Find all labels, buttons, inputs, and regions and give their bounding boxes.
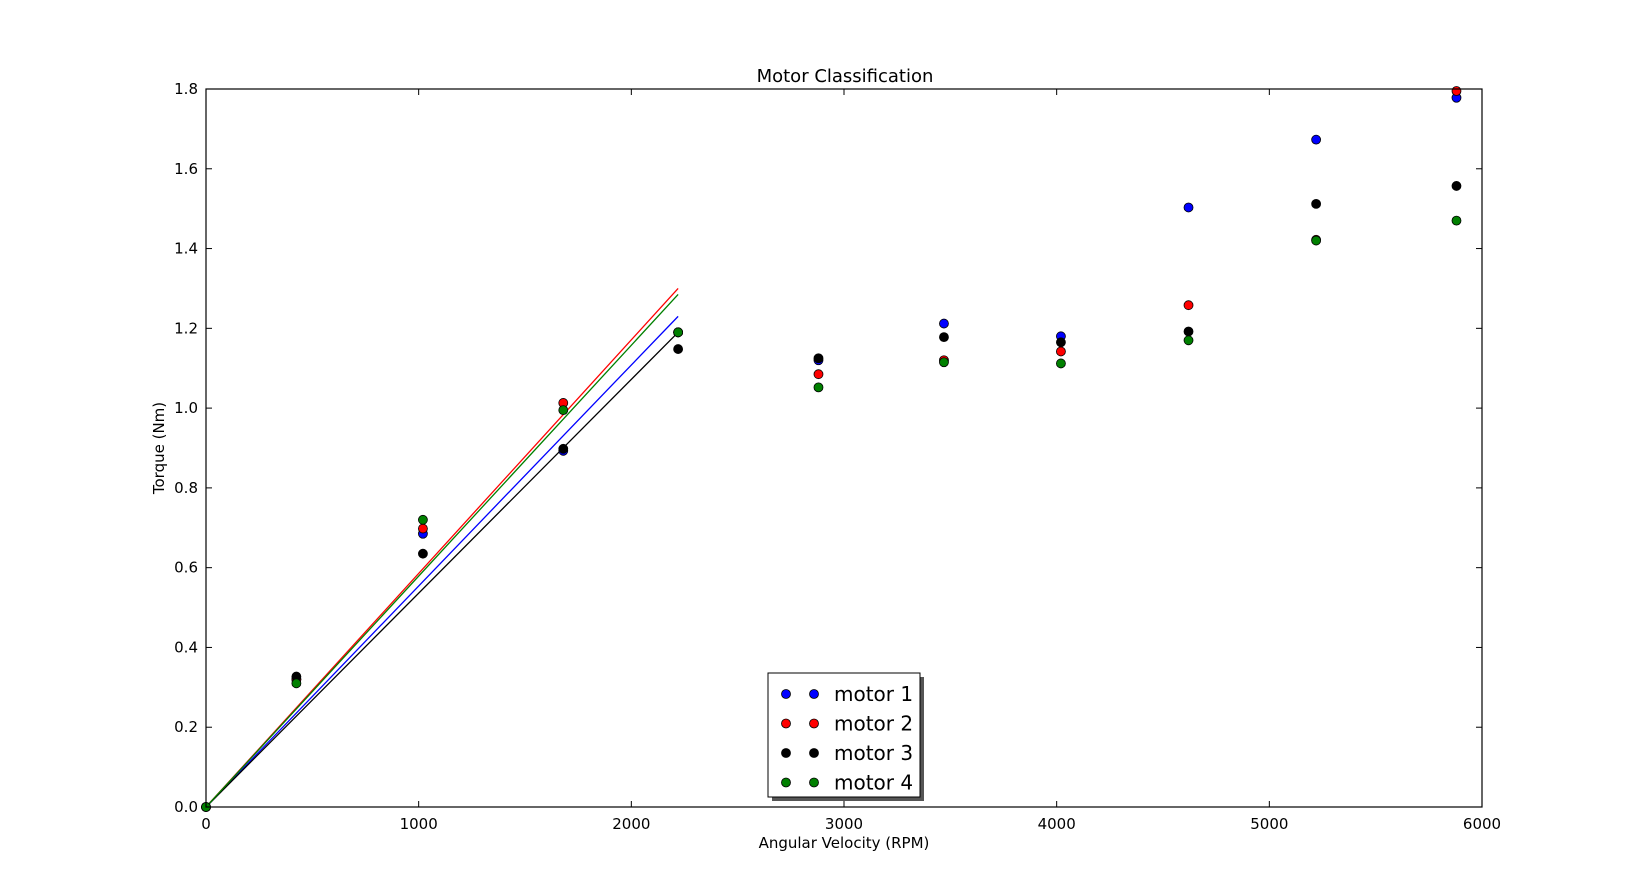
fit-line-motor-3 [205, 331, 679, 808]
legend-marker-motor-4 [781, 777, 791, 788]
data-point-motor-3 [673, 344, 684, 354]
y-tick-label: 0.6 [174, 559, 198, 577]
data-point-motor-2 [813, 369, 824, 380]
data-point-motor-4 [1311, 235, 1322, 246]
legend-marker-motor-2 [809, 718, 819, 729]
data-point-motor-4 [418, 514, 428, 525]
data-point-motor-1 [939, 318, 949, 329]
data-point-motor-3 [1056, 337, 1066, 348]
x-tick-label: 2000 [612, 815, 650, 833]
legend-marker-motor-1 [809, 689, 819, 699]
legend: motor 1 motor 2 motor 3 motor 4 [767, 672, 924, 801]
data-point-motor-4 [813, 382, 824, 393]
x-tick-label: 6000 [1463, 815, 1501, 833]
y-tick-label: 0.8 [174, 479, 198, 497]
data-point-motor-4 [939, 357, 949, 368]
y-tick-label: 1.2 [174, 319, 198, 337]
legend-marker-motor-2 [781, 718, 791, 729]
data-point-motor-2 [1451, 86, 1462, 96]
data-point-motor-4 [558, 405, 569, 416]
y-tick-label: 1.8 [174, 80, 198, 98]
data-point-motor-2 [418, 523, 428, 534]
y-tick-label: 0.4 [174, 638, 198, 656]
y-tick-label: 0.2 [174, 718, 198, 736]
data-point-motor-1 [1183, 202, 1194, 213]
y-tick-label: 0.0 [174, 798, 198, 816]
x-tick-label: 4000 [1038, 815, 1076, 833]
legend-frame [767, 672, 921, 798]
data-point-motor-3 [558, 443, 569, 454]
fit-line-motor-4 [205, 293, 679, 808]
legend-marker-motor-1 [781, 689, 791, 699]
fit-line-motor-1 [205, 315, 679, 808]
legend-label-motor-3: motor 3 [834, 741, 913, 765]
y-tick-label: 1.0 [174, 399, 198, 417]
y-tick-label: 1.6 [174, 160, 198, 178]
legend-marker-motor-3 [809, 748, 819, 758]
chart-title: Motor Classification [757, 66, 934, 87]
x-tick-label: 1000 [400, 815, 438, 833]
x-tick-label: 5000 [1250, 815, 1288, 833]
x-axis-label: Angular Velocity (RPM) [759, 834, 930, 852]
fit-line-motor-2 [205, 288, 679, 808]
data-point-motor-4 [1183, 335, 1194, 346]
legend-label-motor-4: motor 4 [834, 771, 913, 795]
data-point-motor-1 [1311, 134, 1322, 145]
data-point-motor-3 [1183, 326, 1194, 337]
data-point-motor-3 [1451, 181, 1462, 191]
data-point-motor-3 [418, 548, 428, 559]
y-tick-label: 1.4 [174, 240, 198, 258]
plot-marks [201, 86, 1462, 812]
data-point-motor-4 [291, 678, 302, 689]
legend-marker-motor-3 [781, 748, 791, 758]
data-point-motor-4 [1056, 358, 1066, 369]
x-axis-ticks: 0 1000 2000 3000 4000 5000 6000 [201, 89, 1501, 833]
x-tick-label: 0 [201, 815, 211, 833]
legend-label-motor-2: motor 2 [834, 712, 913, 736]
x-tick-label: 3000 [825, 815, 863, 833]
data-point-motor-4 [673, 327, 684, 338]
legend-label-motor-1: motor 1 [834, 682, 913, 706]
legend-entries: motor 1 motor 2 motor 3 motor 4 [781, 682, 913, 795]
legend-marker-motor-4 [809, 777, 819, 788]
data-point-motor-3 [813, 353, 824, 364]
data-point-motor-4 [1451, 215, 1462, 226]
y-axis-ticks: 0.0 0.2 0.4 0.6 0.8 1.0 1.2 1.4 1.6 1.8 [174, 80, 1482, 816]
data-point-motor-3 [939, 332, 949, 343]
y-axis-label: Torque (Nm) [150, 402, 168, 495]
data-point-motor-2 [1183, 300, 1194, 311]
data-point-motor-3 [1311, 198, 1322, 209]
data-point-motor-2 [1056, 346, 1066, 357]
